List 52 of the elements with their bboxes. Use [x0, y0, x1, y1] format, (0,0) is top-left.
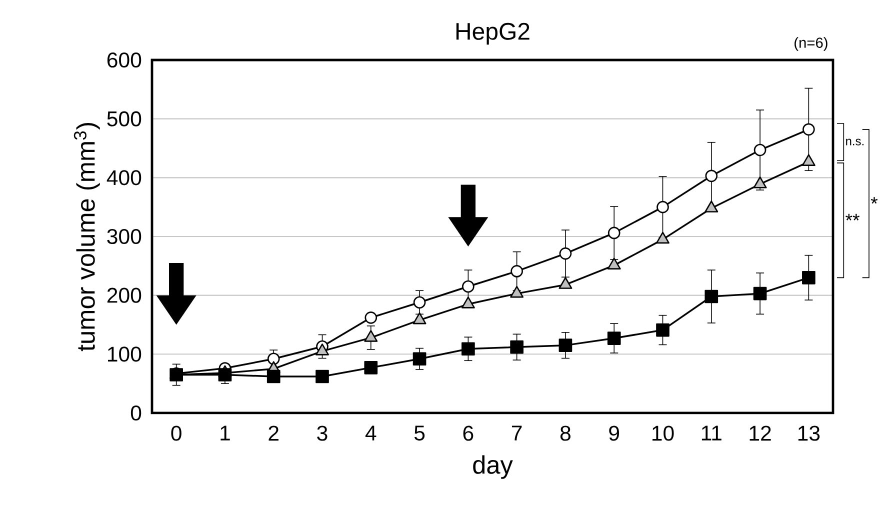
point [607, 332, 621, 345]
y-tick-label: 100 [108, 346, 142, 362]
point [218, 368, 232, 382]
x-tick-label: 11 [702, 426, 722, 440]
x-tick-label: 0 [171, 426, 182, 441]
point [462, 342, 475, 356]
chart-title: HepG2 [456, 22, 530, 45]
y-tick-label: 0 [130, 405, 142, 421]
y-axis-title: tumor volume (mm$^{3}$) [74, 123, 100, 352]
x-tick-label: 8 [560, 426, 570, 441]
y-tick-label: 300 [107, 228, 142, 244]
text: * [870, 197, 878, 204]
point [559, 247, 572, 260]
point [656, 200, 669, 214]
point [704, 290, 718, 304]
text: ** [846, 214, 860, 220]
text: n.s. [846, 138, 864, 146]
point [802, 271, 816, 284]
point [656, 323, 670, 337]
point [510, 340, 524, 354]
point [412, 352, 426, 366]
point [753, 286, 767, 300]
point [510, 265, 523, 278]
point [462, 280, 474, 293]
point [754, 144, 766, 156]
x-tick-label: 12 [750, 426, 771, 441]
point [364, 312, 378, 324]
x-tick-label: 5 [414, 426, 425, 441]
x-tick-label: 7 [512, 426, 522, 440]
text: (n=6) [794, 37, 828, 51]
x-tick-label: 9 [609, 426, 620, 441]
y-tick-label: 500 [107, 111, 142, 126]
y-tick-label: 200 [107, 288, 142, 303]
x-axis-title: day [473, 455, 513, 479]
y-tick-label: 400 [106, 170, 142, 186]
point [316, 370, 329, 384]
x-tick-label: 10 [652, 426, 674, 441]
x-tick-label: 6 [463, 426, 474, 441]
point [266, 370, 280, 384]
point [558, 338, 572, 352]
x-tick-label: 1 [220, 426, 230, 440]
point [802, 123, 815, 136]
x-tick-label: 13 [798, 426, 820, 441]
point [413, 296, 426, 309]
x-tick-label: 4 [365, 426, 376, 440]
x-tick-label: 2 [268, 426, 278, 441]
y-tick-label: 600 [107, 52, 142, 68]
point [364, 361, 378, 374]
point [267, 352, 280, 366]
x-tick-label: 3 [317, 426, 328, 441]
point [705, 170, 718, 182]
point [608, 226, 620, 240]
